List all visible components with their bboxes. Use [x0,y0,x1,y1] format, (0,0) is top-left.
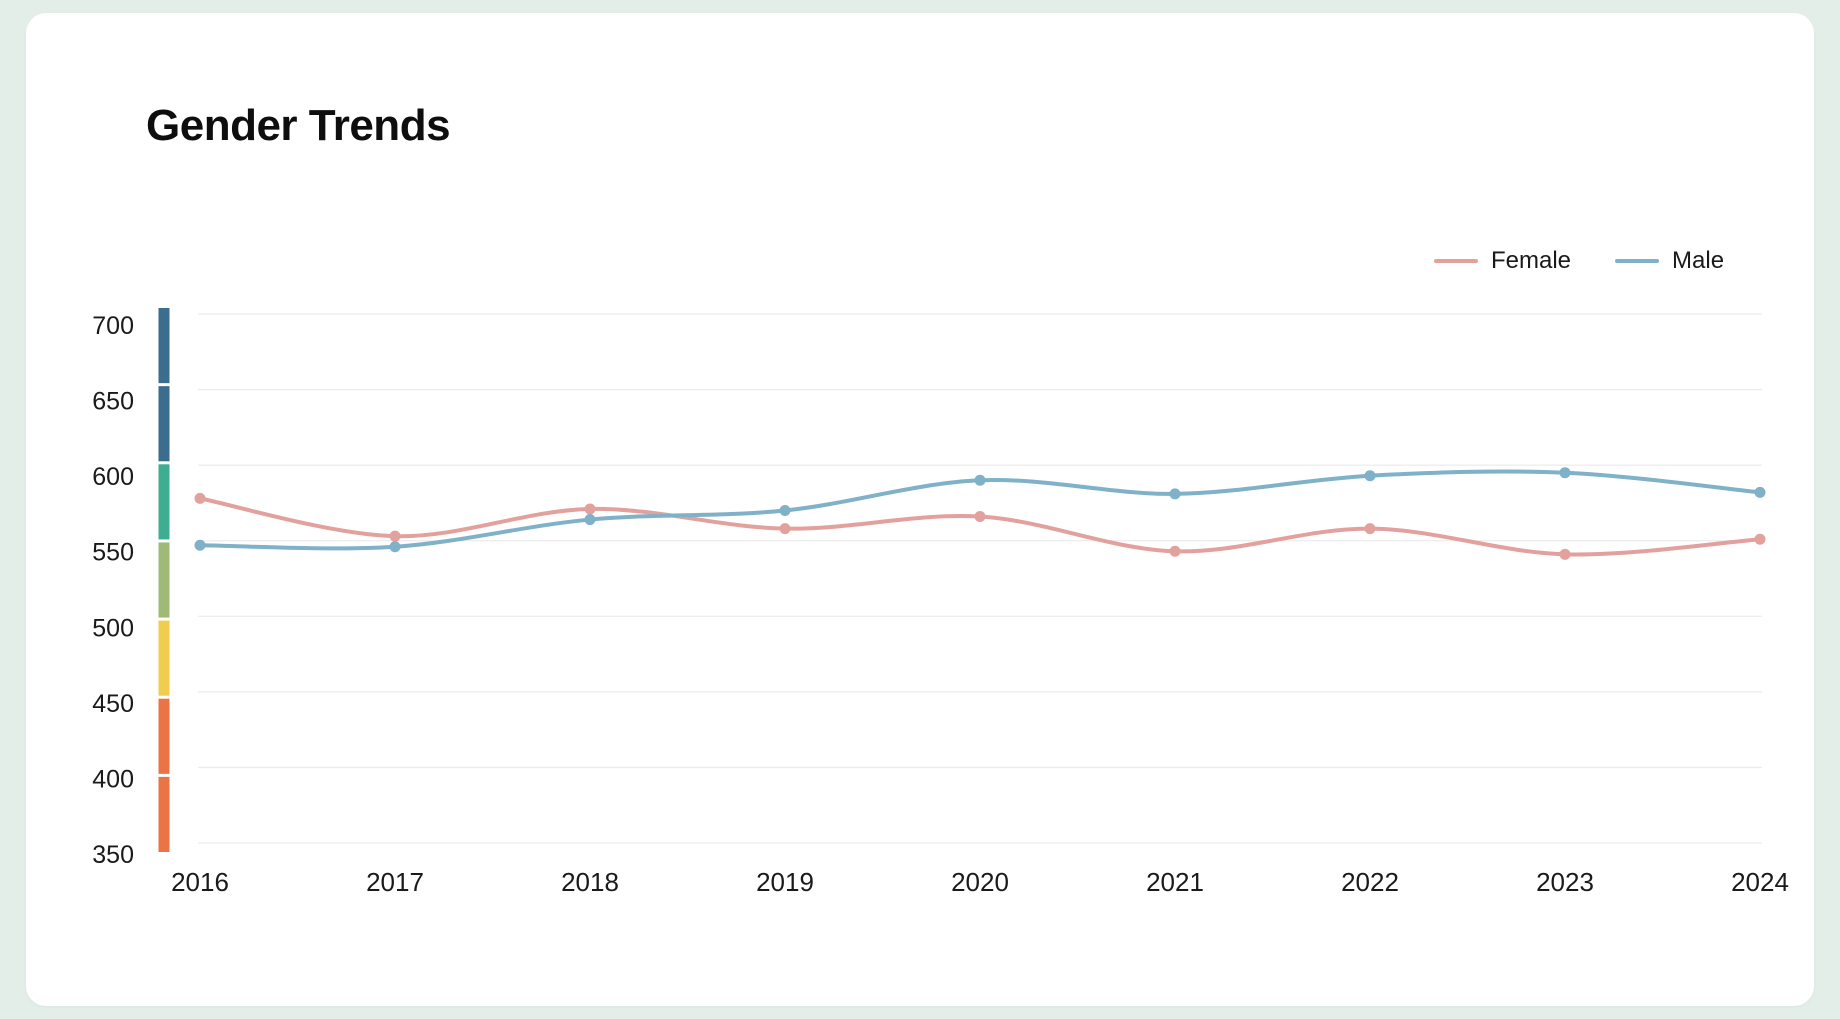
data-point-female[interactable] [779,523,791,535]
data-point-female[interactable] [194,492,206,504]
data-point-male[interactable] [1559,467,1571,479]
legend-label-female: Female [1491,247,1572,274]
colorbar-segment [158,620,170,696]
x-axis-tick-label: 2020 [951,867,1009,897]
data-point-female[interactable] [1754,533,1766,545]
series-male[interactable] [194,467,1766,553]
data-point-male[interactable] [779,504,791,516]
data-point-male[interactable] [1364,470,1376,482]
data-point-female[interactable] [1169,545,1181,557]
x-axis-tick-label: 2024 [1731,867,1789,897]
x-axis-tick-label: 2022 [1341,867,1399,897]
legend-item-male[interactable]: Male [1615,247,1724,275]
series-line-female [198,496,1762,557]
colorbar-segment [158,542,170,618]
colorbar-segment [158,464,170,540]
colorbar-segment [158,698,170,774]
x-axis-tick-label: 2019 [756,867,814,897]
colorbar-segment [158,776,170,852]
data-point-male[interactable] [389,541,401,553]
female-line-swatch [1434,259,1478,263]
y-axis-labels: 350 400 450 500 550 600 650 700 [92,312,134,869]
x-axis-tick-label: 2021 [1146,867,1204,897]
colorbar [158,308,170,852]
y-axis-tick-label: 450 [92,690,134,718]
y-axis-tick-label: 700 [92,312,134,340]
x-axis-tick-label: 2016 [171,867,229,897]
colorbar-segment [158,308,170,384]
gridlines [198,313,1762,844]
data-point-male[interactable] [584,514,596,526]
y-axis-tick-label: 600 [92,463,134,491]
data-point-female[interactable] [1559,548,1571,560]
colorbar-segment [158,386,170,462]
data-point-male[interactable] [1754,486,1766,498]
y-axis-tick-label: 400 [92,765,134,793]
data-point-male[interactable] [974,474,986,486]
chart-title: Gender Trends [146,101,451,150]
x-axis-tick-label: 2023 [1536,867,1594,897]
series-female[interactable] [194,492,1766,560]
x-axis-tick-label: 2018 [561,867,619,897]
legend-item-female[interactable]: Female [1434,247,1571,275]
legend-label-male: Male [1672,247,1725,274]
y-axis-tick-label: 550 [92,539,134,567]
y-axis-tick-label: 650 [92,388,134,416]
y-axis-tick-label: 350 [92,841,134,869]
x-axis-labels: 2016 2017 2018 2019 2020 2021 2022 2023 2024 [171,867,1789,897]
data-point-male[interactable] [1169,488,1181,500]
data-point-female[interactable] [974,511,986,523]
chart-card: Gender Trends Female Male [26,13,1814,1006]
data-point-female[interactable] [389,530,401,542]
chart-legend: Female Male [1434,247,1724,275]
male-line-swatch [1615,259,1660,263]
y-axis-tick-label: 500 [92,614,134,642]
data-point-female[interactable] [584,503,596,515]
data-point-male[interactable] [194,539,206,551]
data-point-female[interactable] [1364,523,1376,535]
x-axis-tick-label: 2017 [366,867,424,897]
